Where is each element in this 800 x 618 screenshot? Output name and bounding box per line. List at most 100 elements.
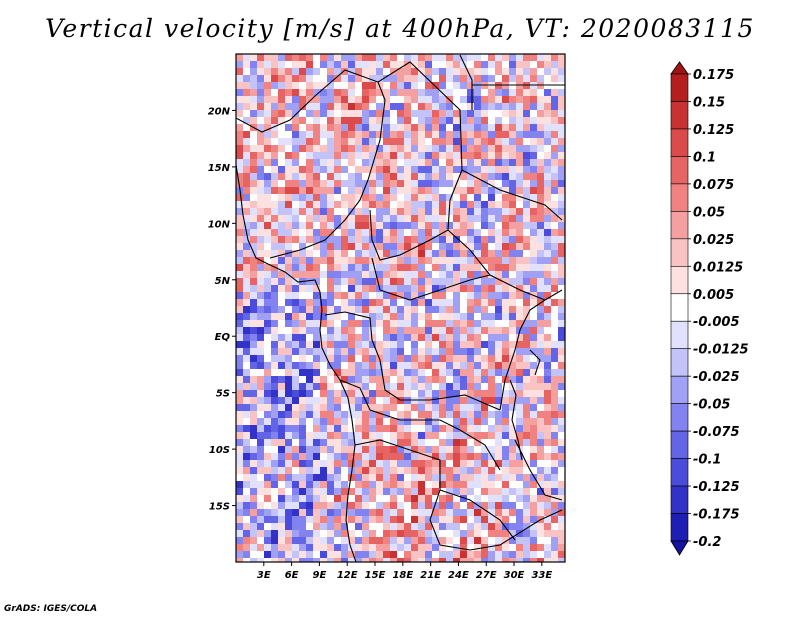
field-cell: [460, 495, 467, 502]
field-cell: [313, 453, 320, 460]
field-cell: [537, 327, 544, 334]
field-cell: [544, 180, 551, 187]
field-cell: [362, 523, 369, 530]
field-cell: [453, 467, 460, 474]
field-cell: [376, 215, 383, 222]
field-cell: [432, 89, 439, 96]
field-cell: [341, 166, 348, 173]
field-cell: [285, 523, 292, 530]
field-cell: [341, 432, 348, 439]
field-cell: [502, 89, 509, 96]
field-cell: [383, 145, 390, 152]
field-cell: [334, 502, 341, 509]
field-cell: [488, 488, 495, 495]
field-cell: [488, 152, 495, 159]
field-cell: [348, 530, 355, 537]
field-cell: [474, 54, 481, 61]
field-cell: [369, 250, 376, 257]
field-cell: [285, 180, 292, 187]
field-cell: [446, 173, 453, 180]
field-cell: [341, 481, 348, 488]
field-cell: [320, 320, 327, 327]
field-cell: [327, 551, 334, 558]
field-cell: [432, 194, 439, 201]
field-cell: [474, 96, 481, 103]
field-cell: [271, 89, 278, 96]
field-cell: [544, 96, 551, 103]
field-cell: [488, 96, 495, 103]
field-cell: [369, 152, 376, 159]
field-cell: [250, 229, 257, 236]
field-cell: [418, 299, 425, 306]
field-cell: [460, 355, 467, 362]
field-cell: [355, 348, 362, 355]
field-cell: [313, 341, 320, 348]
field-cell: [432, 369, 439, 376]
field-cell: [432, 208, 439, 215]
field-cell: [418, 390, 425, 397]
field-cell: [425, 362, 432, 369]
field-cell: [502, 341, 509, 348]
field-cell: [369, 208, 376, 215]
field-cell: [495, 320, 502, 327]
field-cell: [418, 313, 425, 320]
field-cell: [362, 110, 369, 117]
field-cell: [348, 194, 355, 201]
field-cell: [467, 124, 474, 131]
field-cell: [243, 208, 250, 215]
field-cell: [278, 334, 285, 341]
field-cell: [551, 103, 558, 110]
field-cell: [341, 558, 348, 562]
field-cell: [320, 215, 327, 222]
field-cell: [411, 516, 418, 523]
field-cell: [313, 61, 320, 68]
field-cell: [523, 159, 530, 166]
field-cell: [495, 509, 502, 516]
field-cell: [390, 537, 397, 544]
field-cell: [537, 236, 544, 243]
field-cell: [453, 376, 460, 383]
field-cell: [285, 432, 292, 439]
field-cell: [278, 348, 285, 355]
field-cell: [341, 103, 348, 110]
field-cell: [362, 117, 369, 124]
field-cell: [404, 313, 411, 320]
field-cell: [362, 418, 369, 425]
field-cell: [523, 173, 530, 180]
field-cell: [439, 54, 446, 61]
field-cell: [523, 187, 530, 194]
field-cell: [362, 166, 369, 173]
field-cell: [348, 138, 355, 145]
field-cell: [334, 418, 341, 425]
field-cell: [299, 362, 306, 369]
field-cell: [292, 530, 299, 537]
field-cell: [236, 390, 243, 397]
field-cell: [544, 201, 551, 208]
field-cell: [355, 474, 362, 481]
field-cell: [481, 292, 488, 299]
field-cell: [299, 243, 306, 250]
field-cell: [509, 131, 516, 138]
colorbar-bin: [670, 101, 689, 130]
field-cell: [509, 320, 516, 327]
field-cell: [236, 278, 243, 285]
field-cell: [243, 530, 250, 537]
field-cell: [495, 54, 502, 61]
field-cell: [467, 271, 474, 278]
field-cell: [558, 397, 565, 404]
field-cell: [509, 439, 516, 446]
field-cell: [397, 208, 404, 215]
field-cell: [306, 327, 313, 334]
field-cell: [236, 187, 243, 194]
field-cell: [376, 229, 383, 236]
field-cell: [502, 75, 509, 82]
colorbar-bottom-arrow: [670, 540, 689, 556]
field-cell: [369, 138, 376, 145]
field-cell: [334, 362, 341, 369]
field-cell: [453, 131, 460, 138]
field-cell: [509, 341, 516, 348]
field-cell: [460, 159, 467, 166]
field-cell: [502, 54, 509, 61]
field-cell: [488, 257, 495, 264]
field-cell: [278, 292, 285, 299]
